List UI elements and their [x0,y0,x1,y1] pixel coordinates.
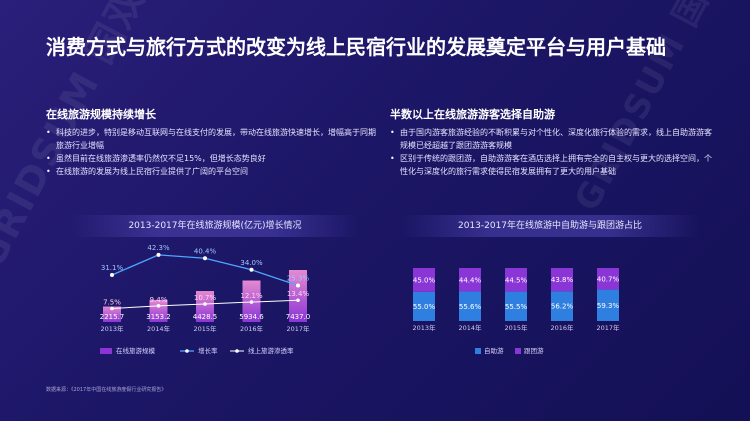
penetration-point [249,300,254,304]
self-guided-label: 55.5% [505,303,528,311]
penetration-point [296,298,300,303]
x-tick-label: 2017年 [596,323,620,332]
legend-marker-growth [185,349,189,353]
left-bullet-item: 科技的进步，特别是移动互联网与在线支付的发展，带动在线旅游快速增长，增幅高于同期… [46,126,381,152]
right-section-heading: 半数以上在线旅游游客选择自助游 [390,108,555,121]
growth-rate-label: 31.1% [101,264,124,272]
legend-label-self-guided: 自助游 [484,346,504,355]
growth-rate-label: 34.0% [240,259,263,267]
x-tick-label: 2016年 [240,324,264,333]
online-travel-scale-chart: 2215.7 2013年 3153.2 2014年 4428.5 2015年 5934.6 2… [100,244,311,355]
left-section-heading: 在线旅游规模持续增长 [46,108,156,121]
self-guided-bar [413,291,435,321]
self-guided-label: 56.2% [551,303,574,311]
self-guided-label: 55.0% [413,303,436,311]
scale-bar-label: 2215.7 [100,313,125,321]
penetration-label: 12.1% [240,292,263,300]
growth-rate-point [203,256,207,261]
legend-swatch-group-tour [515,348,521,354]
penetration-label: 10.7% [194,294,217,302]
x-tick-label: 2015年 [193,324,217,333]
self-guided-label: 59.3% [597,302,620,310]
data-source-note: 数据来源：《2017年中国在线旅游度假行业研究报告》 [46,387,167,393]
group-tour-label: 40.7% [597,275,620,283]
growth-rate-label: 25.3% [287,274,310,282]
self-guided-bar [505,291,527,321]
scale-bar [196,291,214,322]
penetration-label: 7.5% [103,299,121,307]
legend-marker-penetration [235,349,239,353]
penetration-point [156,304,161,308]
group-tour-bar [459,268,481,292]
left-chart-title: 2013-2017年在线旅游规模(亿元)增长情况 [70,215,360,237]
right-bullet-list: 由于国内游客旅游经验的不断积累与对个性化、深度化旅行体验的需求，线上自助游游客规… [390,126,715,178]
right-bullet-item: 由于国内游客旅游经验的不断积累与对个性化、深度化旅行体验的需求，线上自助游游客规… [390,126,715,152]
legend-swatch-self-guided [475,348,481,354]
legend-label-scale: 在线旅游规模 [116,346,156,355]
scale-bar [289,270,307,322]
group-tour-bar [413,268,435,292]
group-tour-label: 43.8% [551,276,574,284]
right-chart-title: 2013-2017年在线旅游中自助游与跟团游占比 [400,215,700,237]
growth-rate-point [156,252,161,257]
self-guided-bar [459,291,481,321]
penetration-point [203,302,207,306]
penetration-label: 9.4% [150,296,168,304]
group-tour-bar [505,268,527,292]
x-tick-label: 2015年 [504,323,528,332]
penetration-label: 13.4% [287,290,310,298]
scale-bar-label: 7437.0 [286,313,311,321]
group-tour-bar [597,268,619,290]
x-tick-label: 2014年 [458,323,482,332]
growth-rate-label: 40.4% [194,247,217,255]
growth-rate-label: 42.3% [147,244,170,252]
left-bullet-item: 在线旅游的发展为线上民宿行业提供了广阔的平台空间 [46,165,381,178]
x-tick-label: 2017年 [286,324,310,333]
legend-label-penetration: 线上旅游渗透率 [248,346,294,355]
x-tick-label: 2013年 [100,324,124,333]
group-tour-bar [551,268,573,292]
legend-label-group-tour: 跟团游 [524,346,544,355]
growth-rate-point [249,267,254,272]
scale-bar-label: 3153.2 [146,313,171,321]
x-tick-label: 2016年 [550,323,574,332]
scale-bar-label: 4428.5 [193,313,218,321]
legend-label-growth: 增长率 [198,346,218,355]
left-bullet-item: 虽然目前在线旅游渗透率仍然仅不足15%，但增长态势良好 [46,152,381,165]
self-guided-bar [551,291,573,321]
group-tour-label: 45.0% [413,276,436,284]
left-bullet-list: 科技的进步，特别是移动互联网与在线支付的发展，带动在线旅游快速增长，增幅高于同期… [46,126,381,178]
legend-swatch-scale [100,348,112,354]
scale-bar-label: 5934.6 [239,313,264,321]
right-bullet-item: 区别于传统的跟团游，自助游游客在酒店选择上拥有完全的自主权与更大的选择空间，个性… [390,152,715,178]
x-tick-label: 2013年 [412,323,436,332]
group-tour-label: 44.4% [459,276,482,284]
self-guided-vs-group-chart: 55.0% 45.0% 2013年 55.6% 44.4% 2014年 55.5% 44.5%… [412,268,620,355]
growth-rate-point [296,283,300,288]
growth-rate-point [110,273,114,278]
scale-bar [103,306,121,322]
page-title: 消费方式与旅行方式的改变为线上民宿行业的发展奠定平台与用户基础 [46,35,666,59]
x-tick-label: 2014年 [147,324,171,333]
group-tour-label: 44.5% [505,276,528,284]
penetration-point [110,306,114,311]
self-guided-bar [597,289,619,321]
self-guided-label: 55.6% [459,303,482,311]
